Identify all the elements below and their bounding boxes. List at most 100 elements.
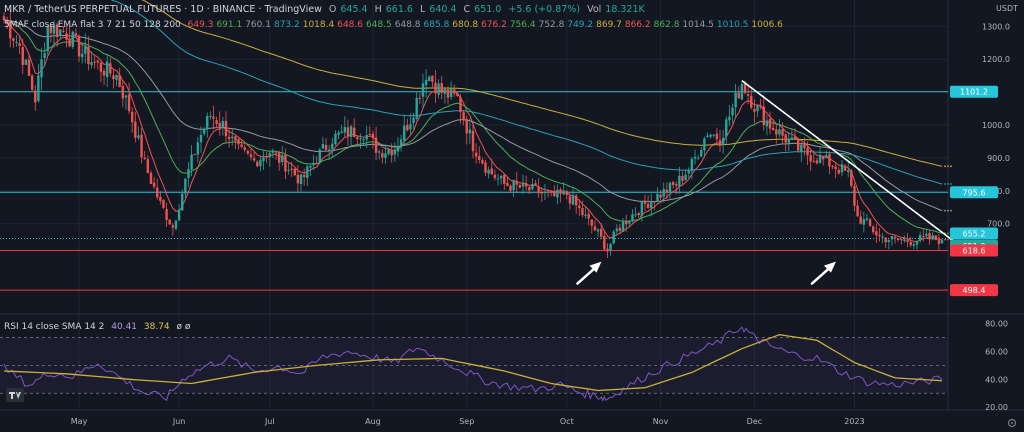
candle-body[interactable] (421, 83, 425, 97)
candle-body[interactable] (52, 24, 56, 34)
candle-body[interactable] (87, 46, 90, 65)
candle-body[interactable] (734, 92, 737, 108)
candle-body[interactable] (468, 129, 472, 134)
candle-body[interactable] (781, 129, 784, 136)
candle-body[interactable] (356, 137, 359, 140)
candle-body[interactable] (449, 88, 453, 98)
candle-body[interactable] (199, 134, 203, 143)
candle-body[interactable] (299, 174, 303, 184)
candle-body[interactable] (352, 127, 356, 137)
candle-body[interactable] (937, 240, 941, 245)
candle-body[interactable] (800, 144, 803, 152)
candle-body[interactable] (40, 59, 43, 78)
candle-body[interactable] (687, 169, 690, 174)
candle-body[interactable] (481, 159, 484, 164)
candle-body[interactable] (549, 191, 553, 193)
candle-body[interactable] (631, 214, 634, 222)
candle-body[interactable] (474, 152, 478, 157)
candle-body[interactable] (165, 209, 168, 220)
candle-body[interactable] (621, 221, 625, 232)
candle-body[interactable] (224, 120, 228, 137)
candle-body[interactable] (784, 134, 787, 143)
candle-body[interactable] (2, 16, 6, 20)
candle-body[interactable] (271, 151, 275, 153)
candle-body[interactable] (84, 46, 87, 54)
candle-body[interactable] (446, 89, 450, 98)
candle-body[interactable] (193, 153, 196, 155)
candle-body[interactable] (612, 231, 615, 244)
descending-trendline[interactable] (741, 79, 973, 256)
candle-body[interactable] (156, 187, 159, 198)
candle-body[interactable] (256, 161, 259, 167)
candle-body[interactable] (671, 182, 675, 185)
candle-body[interactable] (431, 75, 434, 82)
price-marker-tag[interactable] (950, 244, 998, 257)
candle-body[interactable] (906, 240, 909, 242)
candle-body[interactable] (381, 152, 384, 158)
candle-body[interactable] (709, 134, 712, 137)
candle-body[interactable] (262, 157, 265, 162)
candle-body[interactable] (809, 155, 812, 162)
candle-body[interactable] (524, 183, 528, 187)
candle-body[interactable] (746, 94, 750, 96)
candle-body[interactable] (881, 236, 884, 238)
candle-body[interactable] (296, 174, 300, 184)
candle-body[interactable] (265, 156, 268, 158)
candle-body[interactable] (556, 189, 559, 198)
candle-body[interactable] (737, 92, 740, 99)
candle-body[interactable] (315, 162, 318, 164)
candle-body[interactable] (46, 26, 49, 52)
candle-body[interactable] (209, 115, 212, 117)
candle-body[interactable] (18, 43, 21, 46)
candle-body[interactable] (484, 162, 487, 173)
candle-body[interactable] (243, 147, 246, 150)
candle-body[interactable] (59, 29, 62, 37)
candle-body[interactable] (171, 225, 175, 228)
candle-body[interactable] (568, 196, 572, 204)
candle-body[interactable] (218, 122, 221, 127)
candle-body[interactable] (850, 170, 853, 186)
candle-body[interactable] (599, 228, 603, 237)
candle-body[interactable] (653, 201, 656, 203)
price-marker-tag[interactable] (950, 284, 998, 297)
candle-body[interactable] (12, 38, 15, 41)
candle-body[interactable] (159, 196, 162, 201)
candle-body[interactable] (49, 25, 53, 34)
candle-body[interactable] (521, 182, 525, 187)
candle-body[interactable] (112, 75, 115, 80)
candle-body[interactable] (65, 33, 68, 40)
candle-body[interactable] (346, 127, 350, 136)
candle-body[interactable] (831, 166, 834, 168)
candle-body[interactable] (365, 134, 368, 140)
candle-body[interactable] (30, 75, 34, 90)
candle-body[interactable] (437, 83, 440, 95)
candle-body[interactable] (290, 168, 293, 170)
candle-body[interactable] (559, 189, 562, 194)
candle-body[interactable] (768, 118, 772, 129)
candle-body[interactable] (387, 149, 390, 155)
candle-body[interactable] (875, 231, 878, 236)
candle-body[interactable] (665, 189, 669, 193)
candle-body[interactable] (890, 236, 894, 240)
candle-body[interactable] (459, 97, 462, 112)
candle-body[interactable] (771, 127, 775, 131)
candle-body[interactable] (593, 226, 597, 231)
candle-body[interactable] (753, 108, 756, 112)
candle-body[interactable] (918, 234, 922, 241)
candle-body[interactable] (321, 144, 325, 149)
candle-body[interactable] (596, 229, 600, 232)
candle-body[interactable] (743, 82, 747, 94)
candle-body[interactable] (287, 169, 290, 171)
candle-body[interactable] (700, 149, 703, 157)
candle-body[interactable] (756, 105, 759, 112)
candle-body[interactable] (715, 133, 719, 140)
candle-body[interactable] (668, 182, 672, 193)
candle-body[interactable] (856, 205, 859, 217)
candle-body[interactable] (487, 169, 490, 174)
candle-body[interactable] (168, 219, 171, 225)
candle-body[interactable] (259, 159, 262, 167)
candle-body[interactable] (384, 153, 387, 158)
candle-body[interactable] (775, 129, 778, 135)
candle-body[interactable] (640, 200, 644, 216)
candle-body[interactable] (681, 176, 684, 181)
